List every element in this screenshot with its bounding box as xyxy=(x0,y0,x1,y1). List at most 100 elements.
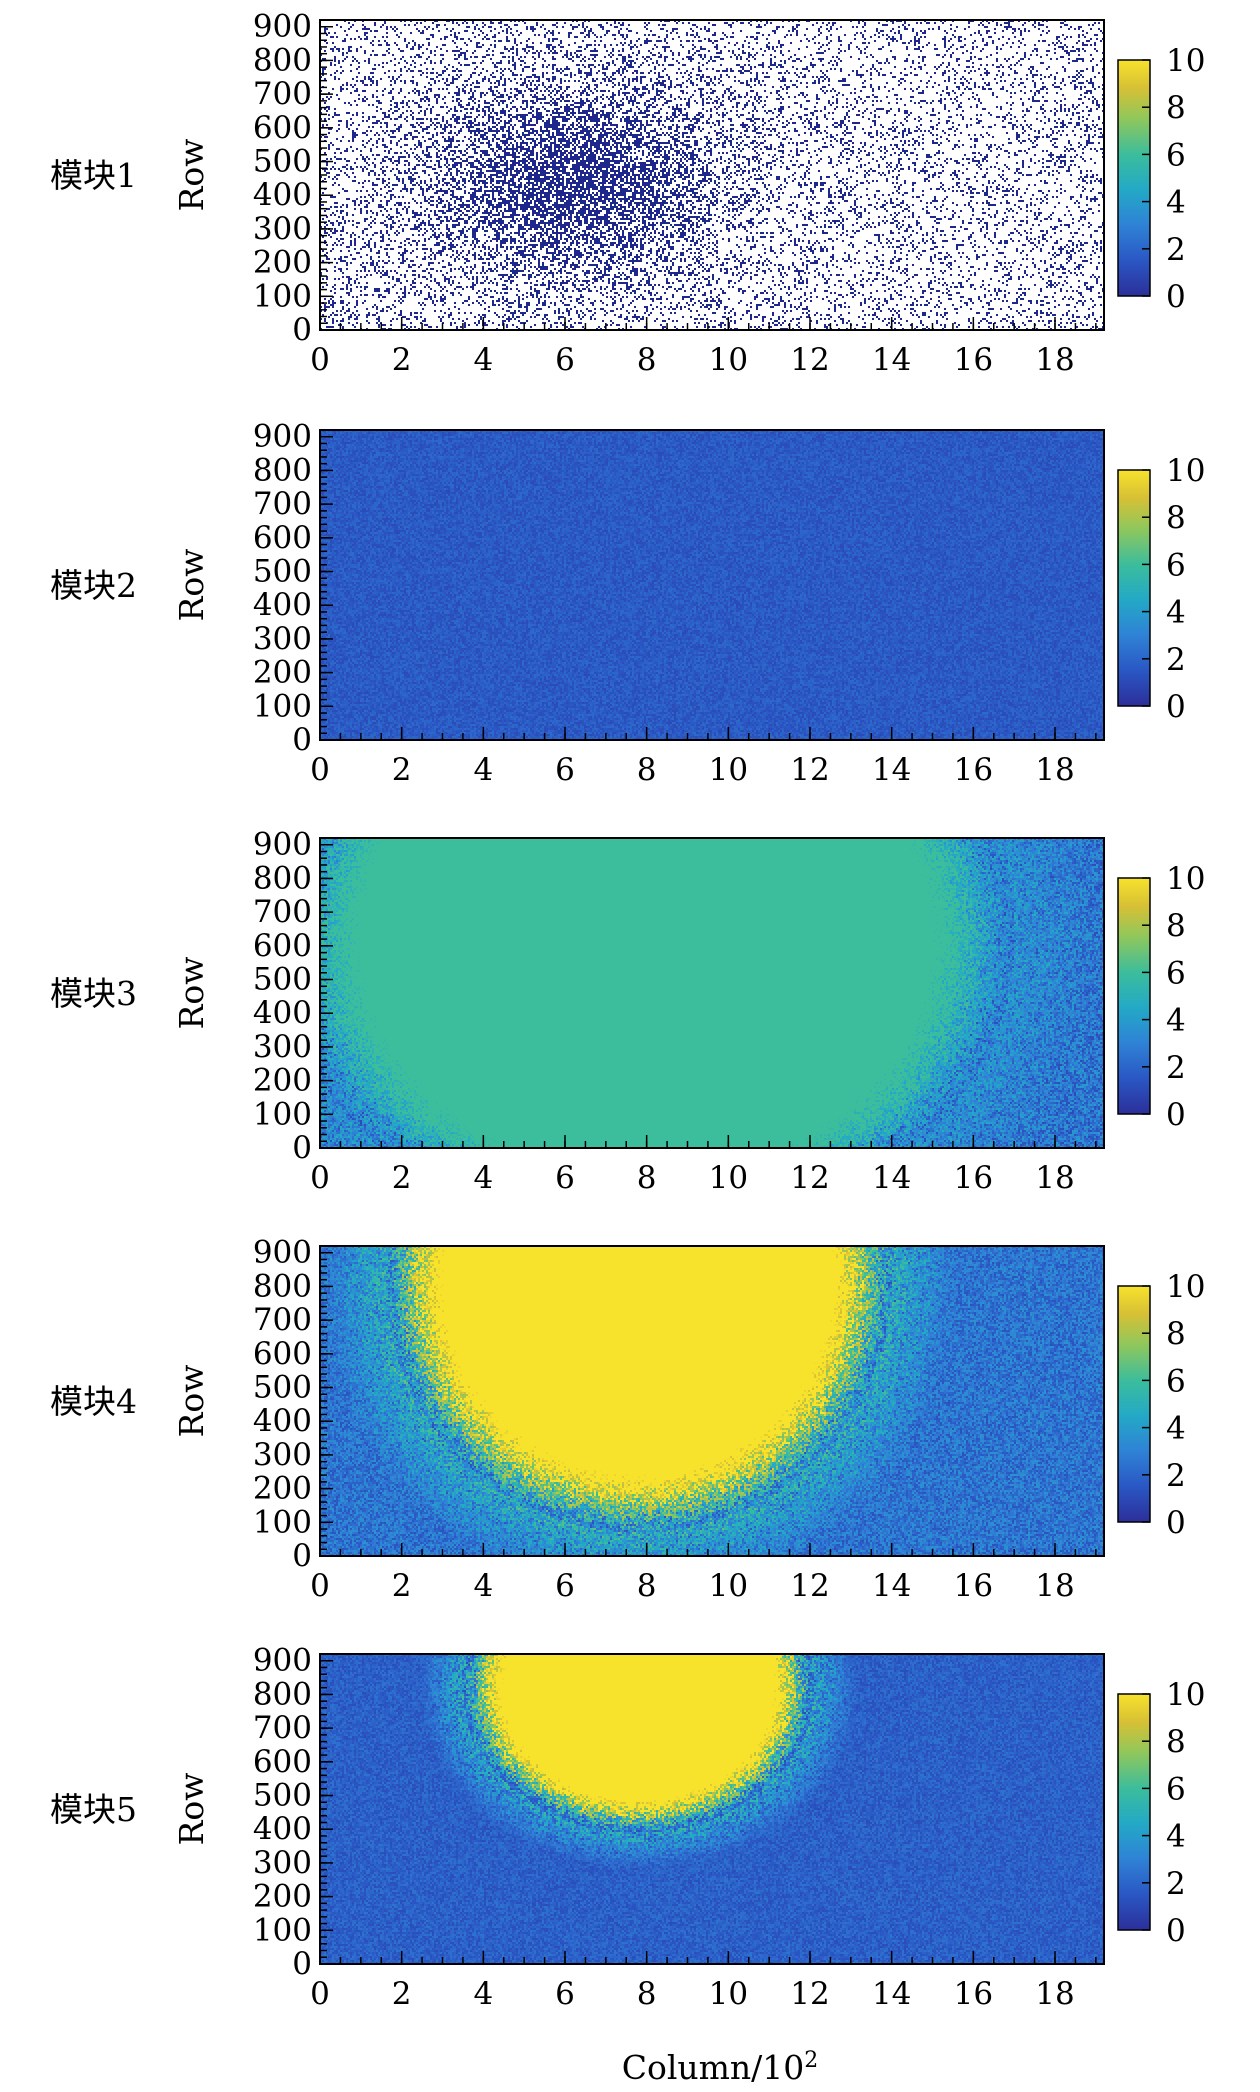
x-tick-label: 0 xyxy=(310,342,330,378)
y-tick-label: 800 xyxy=(253,42,312,78)
colorbar-tick-label: 2 xyxy=(1166,232,1186,268)
y-tick-label: 300 xyxy=(253,1437,312,1473)
x-tick-label: 14 xyxy=(872,1160,911,1196)
colorbar xyxy=(1117,877,1151,1115)
y-tick-label: 400 xyxy=(253,587,312,623)
x-tick-label: 4 xyxy=(473,1976,493,2012)
y-tick-label: 500 xyxy=(253,962,312,998)
x-tick-label: 8 xyxy=(637,342,657,378)
y-tick-label: 800 xyxy=(253,1268,312,1304)
y-tick-label: 700 xyxy=(253,1710,312,1746)
x-tick-label: 0 xyxy=(310,1160,330,1196)
y-tick-label: 800 xyxy=(253,452,312,488)
y-tick-label: 100 xyxy=(253,1096,312,1132)
x-tick-label: 6 xyxy=(555,1568,575,1604)
heatmap-image xyxy=(320,1246,1104,1556)
x-tick-label: 18 xyxy=(1035,1160,1074,1196)
colorbar xyxy=(1117,1285,1151,1523)
x-tick-label: 2 xyxy=(392,342,412,378)
y-tick-label: 200 xyxy=(253,1063,312,1099)
colorbar-tick-label: 4 xyxy=(1166,1411,1186,1447)
heatmap-image xyxy=(320,430,1104,740)
x-tick-label: 2 xyxy=(392,752,412,788)
x-tick-label: 6 xyxy=(555,752,575,788)
y-tick-label: 600 xyxy=(253,1744,312,1780)
y-tick-label: 600 xyxy=(253,520,312,556)
y-axis-label: Row xyxy=(172,549,211,622)
colorbar-tick-label: 4 xyxy=(1166,1003,1186,1039)
colorbar-tick-label: 8 xyxy=(1166,90,1186,126)
y-axis-label: Row xyxy=(172,139,211,212)
x-tick-label: 8 xyxy=(637,752,657,788)
heatmap-image xyxy=(320,20,1104,330)
colorbar-tick-label: 2 xyxy=(1166,1866,1186,1902)
y-tick-label: 100 xyxy=(253,688,312,724)
colorbar-tick-label: 10 xyxy=(1166,43,1205,79)
x-tick-label: 18 xyxy=(1035,752,1074,788)
colorbar-tick-label: 4 xyxy=(1166,1819,1186,1855)
y-tick-label: 800 xyxy=(253,860,312,896)
colorbar-tick-label: 0 xyxy=(1166,279,1186,315)
colorbar-tick-label: 6 xyxy=(1166,547,1186,583)
y-tick-label: 900 xyxy=(253,419,312,455)
colorbar-tick-label: 0 xyxy=(1166,689,1186,725)
x-tick-label: 6 xyxy=(555,1160,575,1196)
x-tick-label: 16 xyxy=(954,342,993,378)
colorbar-tick-label: 6 xyxy=(1166,1771,1186,1807)
y-tick-label: 700 xyxy=(253,76,312,112)
x-tick-label: 14 xyxy=(872,752,911,788)
x-tick-label: 16 xyxy=(954,1976,993,2012)
x-tick-label: 0 xyxy=(310,1976,330,2012)
x-tick-label: 10 xyxy=(709,342,748,378)
y-tick-label: 400 xyxy=(253,1811,312,1847)
x-tick-label: 8 xyxy=(637,1160,657,1196)
y-tick-label: 200 xyxy=(253,655,312,691)
colorbar-tick-label: 0 xyxy=(1166,1505,1186,1541)
colorbar-tick-label: 0 xyxy=(1166,1913,1186,1949)
colorbar xyxy=(1117,59,1151,297)
y-tick-label: 400 xyxy=(253,995,312,1031)
x-tick-label: 12 xyxy=(790,342,829,378)
y-tick-label: 0 xyxy=(292,722,312,758)
y-tick-label: 200 xyxy=(253,245,312,281)
colorbar-tick-label: 2 xyxy=(1166,1050,1186,1086)
y-tick-label: 500 xyxy=(253,1370,312,1406)
x-tick-label: 4 xyxy=(473,1160,493,1196)
y-tick-label: 100 xyxy=(253,278,312,314)
y-tick-label: 600 xyxy=(253,110,312,146)
x-tick-label: 6 xyxy=(555,1976,575,2012)
x-tick-label: 0 xyxy=(310,1568,330,1604)
y-tick-label: 900 xyxy=(253,1235,312,1271)
y-tick-label: 0 xyxy=(292,1946,312,1982)
x-tick-label: 12 xyxy=(790,752,829,788)
y-tick-label: 300 xyxy=(253,211,312,247)
y-tick-label: 200 xyxy=(253,1471,312,1507)
y-tick-label: 0 xyxy=(292,1538,312,1574)
colorbar-tick-label: 10 xyxy=(1166,453,1205,489)
y-tick-label: 500 xyxy=(253,144,312,180)
x-tick-label: 2 xyxy=(392,1568,412,1604)
y-axis-label: Row xyxy=(172,1773,211,1846)
colorbar-tick-label: 8 xyxy=(1166,1724,1186,1760)
colorbar-tick-label: 4 xyxy=(1166,185,1186,221)
colorbar-tick-label: 2 xyxy=(1166,642,1186,678)
x-tick-label: 16 xyxy=(954,752,993,788)
x-tick-label: 4 xyxy=(473,752,493,788)
module-label: 模块1 xyxy=(50,156,137,195)
x-tick-label: 18 xyxy=(1035,1568,1074,1604)
module-label: 模块4 xyxy=(50,1382,137,1421)
heatmap-image xyxy=(320,838,1104,1148)
y-tick-label: 100 xyxy=(253,1504,312,1540)
x-tick-label: 10 xyxy=(709,1976,748,2012)
y-tick-label: 900 xyxy=(253,9,312,45)
x-tick-label: 12 xyxy=(790,1160,829,1196)
y-tick-label: 800 xyxy=(253,1676,312,1712)
y-tick-label: 500 xyxy=(253,554,312,590)
x-tick-label: 12 xyxy=(790,1568,829,1604)
x-tick-label: 14 xyxy=(872,342,911,378)
y-tick-label: 0 xyxy=(292,1130,312,1166)
